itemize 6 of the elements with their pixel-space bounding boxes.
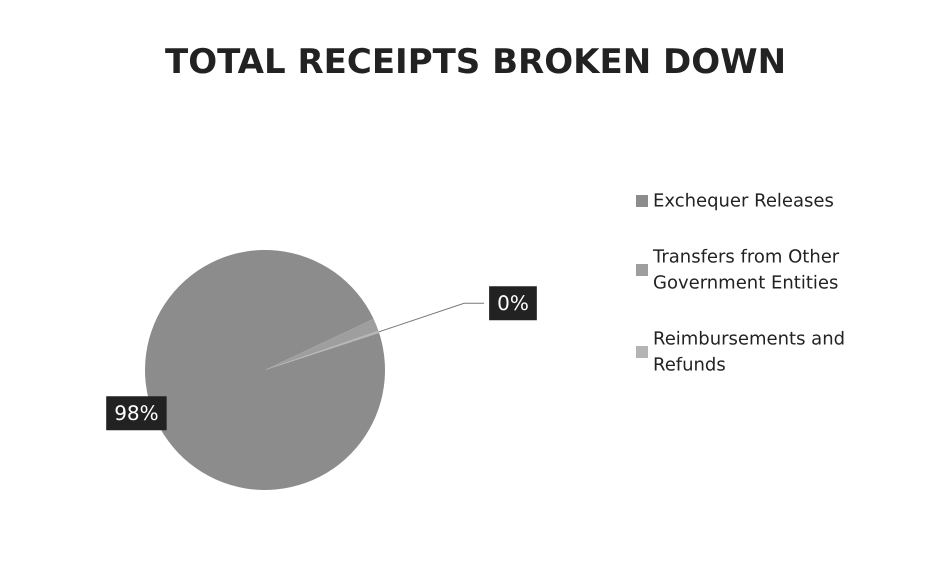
legend-label: Exchequer Releases [653, 190, 834, 212]
legend-label: Reimbursements and Refunds [653, 328, 851, 376]
legend-label: Transfers from Other Government Entities [652, 246, 845, 294]
chart-title: TOTAL RECEIPTS BROKEN DOWN [165, 42, 786, 82]
data-label: 98% [114, 401, 159, 426]
data-label: 0% [497, 291, 529, 316]
